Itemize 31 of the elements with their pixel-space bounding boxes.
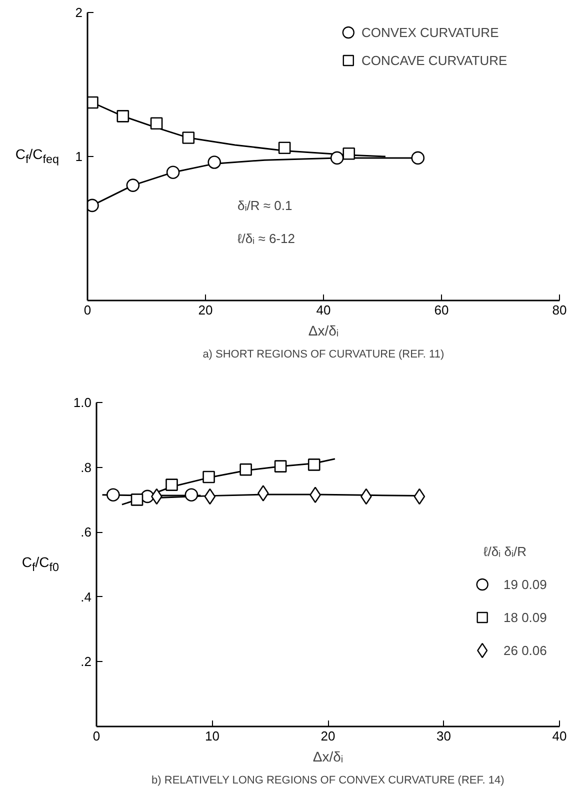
y-tick-label: .4 (80, 589, 92, 604)
x-tick-label: 30 (436, 728, 451, 744)
x-tick-label: 40 (316, 302, 331, 318)
x-tick-label: 10 (205, 728, 220, 744)
y-tick-label: .6 (80, 524, 92, 540)
annotation: ℓ/δᵢ ≈ 6-12 (238, 231, 295, 246)
y-tick-label: 1.0 (73, 395, 92, 410)
text: a) SHORT REGIONS OF CURVATURE (REF. 11) (202, 348, 444, 360)
legend-label: CONCAVE CURVATURE (362, 53, 508, 68)
x-tick-label: 0 (84, 302, 92, 318)
x-tick-label: 60 (434, 302, 449, 318)
legend-label: 19 0.09 (504, 577, 547, 592)
x-axis-title: Δx/δᵢ (308, 322, 339, 338)
x-axis-title: Δx/δᵢ (312, 748, 344, 764)
legend-label: CONVEX CURVATURE (362, 25, 500, 40)
y-tick-label: 2 (75, 5, 83, 20)
x-tick-label: 20 (198, 302, 213, 318)
legend-title: ℓ/δᵢ δᵢ/R (484, 544, 526, 559)
legend-label: 26 0.06 (504, 643, 547, 658)
y-tick-label: .2 (80, 654, 92, 670)
x-tick-label: 40 (552, 728, 567, 744)
y-axis-title: C$_{f}$/C$_{feq}$ (15, 145, 59, 168)
text: b) RELATIVELY LONG REGIONS OF CONVEX CURVATURE (REF. 14) (152, 774, 504, 786)
x-tick-label: 20 (320, 728, 336, 744)
y-axis-title: C$_{f}$/C$_{f0}$ (22, 553, 59, 576)
legend-label: 18 0.09 (504, 610, 547, 625)
x-tick-label: 0 (92, 728, 100, 744)
y-tick-label: .8 (80, 460, 92, 475)
annotation: δᵢ/R ≈ 0.1 (238, 198, 292, 213)
y-tick-label: 1 (75, 149, 83, 164)
x-tick-label: 80 (552, 302, 567, 318)
